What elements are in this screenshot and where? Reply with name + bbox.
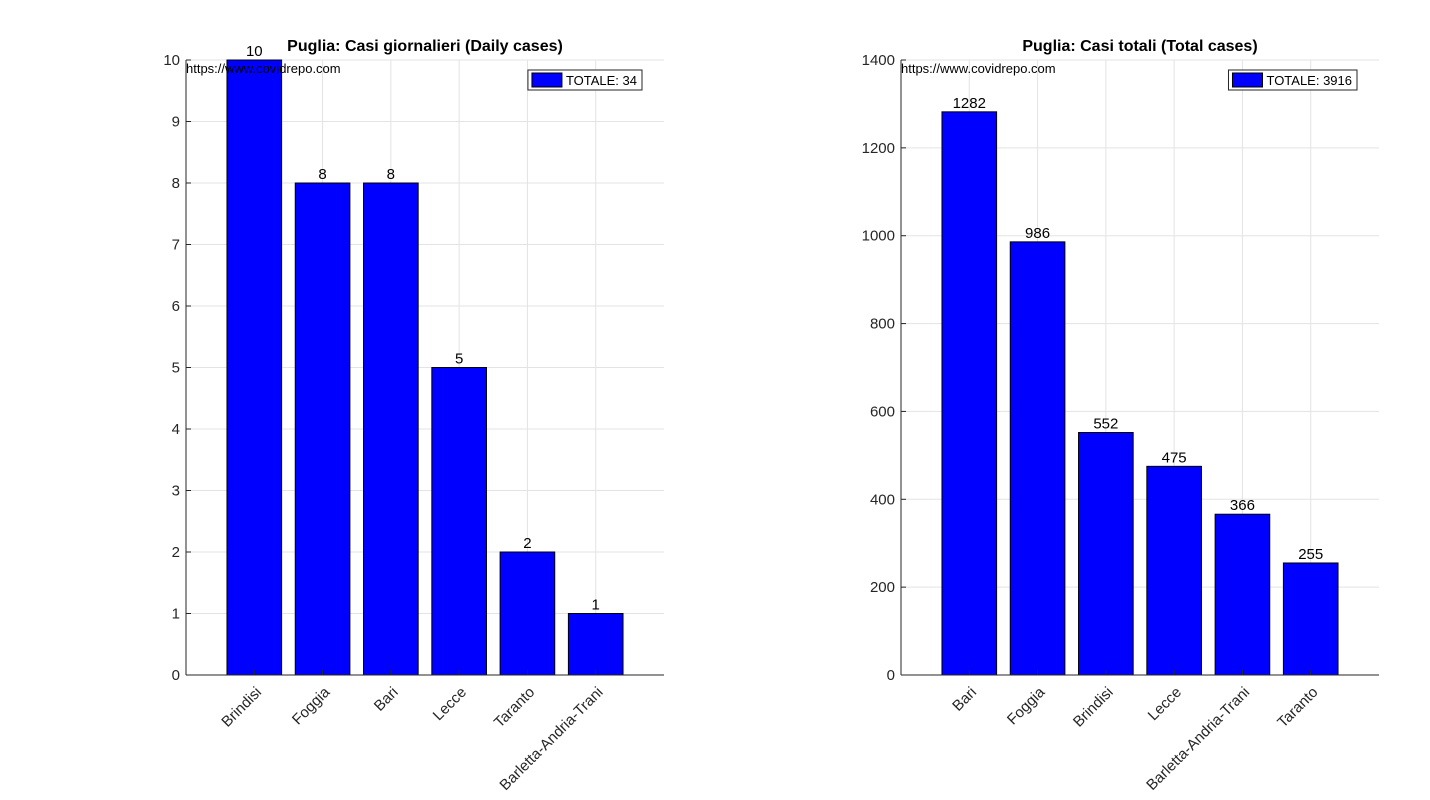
chart-daily-cases: 0 1 2 3 4 5 6 7 8 9 10 Brindisi Foggia Bari Lecce Taran… [163, 38, 664, 794]
x-tick-label: Taranto [491, 684, 538, 731]
data-label: 1282 [953, 95, 986, 112]
y-tick-label: 600 [870, 403, 895, 420]
bar-foggia [294, 182, 351, 676]
chart-total-cases: 0 200 400 600 800 1000 1200 1400 Bari Foggia Brind… [862, 38, 1379, 794]
data-label: 8 [387, 166, 395, 183]
y-tick-label: 4 [172, 421, 180, 438]
legend-swatch [531, 72, 563, 88]
x-tick-label: Bari [371, 684, 402, 715]
data-label: 8 [318, 166, 326, 183]
y-tick-label: 10 [163, 52, 180, 69]
bar-barletta-andria-trani [567, 613, 624, 676]
y-tick-label: 5 [172, 360, 180, 377]
legend: TOTALE: 34 [527, 69, 643, 91]
bar-bari [363, 182, 419, 676]
legend: TOTALE: 3916 [1227, 69, 1358, 91]
x-tick-label: Taranto [1274, 684, 1321, 731]
data-label: 5 [455, 351, 463, 368]
y-tick-label: 1400 [862, 52, 895, 69]
bar-taranto [499, 551, 556, 676]
bar-foggia [1009, 241, 1066, 676]
data-label: 366 [1230, 497, 1255, 514]
watermark-text: https://www.covidrepo.com [901, 61, 1056, 76]
y-tick-label: 200 [870, 579, 895, 596]
legend-swatch [1231, 72, 1263, 88]
data-label: 2 [523, 535, 531, 552]
bar-brindisi [226, 59, 283, 676]
data-label: 1 [592, 597, 600, 614]
y-tick-label: 3 [172, 483, 180, 500]
data-label: 986 [1025, 225, 1050, 242]
x-tick-label: Bari [949, 684, 980, 715]
x-tick-label: Lecce [430, 684, 470, 724]
y-tick-label: 7 [172, 237, 180, 254]
x-tick-label: Foggia [1004, 683, 1049, 728]
bar-lecce [1146, 465, 1202, 676]
x-tick-label: Foggia [289, 683, 334, 728]
y-tick-label: 0 [887, 667, 895, 684]
chart-title: Puglia: Casi totali (Total cases) [1022, 38, 1257, 55]
bar-brindisi [1078, 432, 1134, 676]
data-label: 552 [1093, 416, 1118, 433]
y-tick-label: 1000 [862, 228, 895, 245]
bar-lecce [431, 367, 487, 676]
y-tick-label: 2 [172, 544, 180, 561]
y-tick-label: 9 [172, 114, 180, 131]
y-tick-label: 6 [172, 298, 180, 315]
data-label: 10 [246, 43, 263, 60]
y-tick-label: 8 [172, 175, 180, 192]
watermark-text: https://www.covidrepo.com [186, 61, 341, 76]
y-tick-label: 0 [172, 667, 180, 684]
data-label: 475 [1162, 449, 1187, 466]
y-tick-label: 1200 [862, 140, 895, 157]
y-tick-label: 800 [870, 316, 895, 333]
chart-title: Puglia: Casi giornalieri (Daily cases) [287, 38, 563, 55]
y-tick-label: 1 [172, 606, 180, 623]
bar-bari [941, 111, 998, 676]
x-tick-label: Brindisi [218, 684, 265, 731]
bar-taranto [1282, 562, 1339, 676]
legend-label: TOTALE: 34 [566, 73, 637, 88]
x-tick-label: Brindisi [1070, 684, 1117, 731]
legend-label: TOTALE: 3916 [1266, 73, 1352, 88]
data-label: 255 [1298, 546, 1323, 563]
bar-barletta-andria-trani [1214, 513, 1271, 676]
y-tick-label: 400 [870, 491, 895, 508]
x-tick-label: Lecce [1145, 684, 1185, 724]
